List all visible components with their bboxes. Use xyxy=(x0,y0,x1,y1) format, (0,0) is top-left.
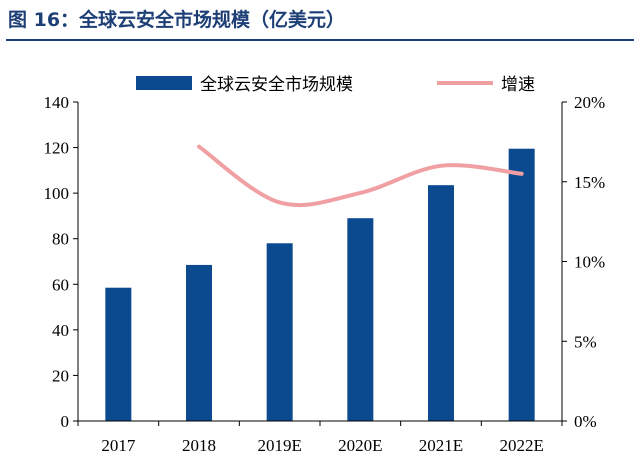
x-tick-label: 2022E xyxy=(499,436,543,455)
left-tick-label: 140 xyxy=(44,93,70,112)
legend: 全球云安全市场规模 增速 xyxy=(136,75,535,95)
axes: 0 20 40 60 80 100 120 140 0% 5% 10% 15% 20% 2017 2018 2… xyxy=(44,93,606,455)
x-tick-label: 2020E xyxy=(338,436,382,455)
x-tick-label: 2019E xyxy=(257,436,301,455)
right-tick-label: 15% xyxy=(574,173,605,192)
x-tick-label: 2018 xyxy=(182,436,216,455)
right-tick-label: 5% xyxy=(574,332,597,351)
bar-2017 xyxy=(105,287,132,421)
growth-line-series xyxy=(197,144,524,208)
left-tick-label: 60 xyxy=(52,275,69,294)
figure-title: 图 16：全球云安全市场规模（亿美元） xyxy=(8,9,346,31)
left-tick-label: 20 xyxy=(52,366,69,385)
bar-2018 xyxy=(186,264,212,421)
title-divider xyxy=(6,39,634,41)
legend-bar-swatch xyxy=(136,76,192,90)
left-tick-label: 80 xyxy=(52,230,69,249)
left-tick-label: 40 xyxy=(52,321,69,340)
right-tick-label: 20% xyxy=(574,93,605,112)
bar-series xyxy=(105,148,535,422)
left-tick-label: 100 xyxy=(44,184,70,203)
bar-2019E xyxy=(266,243,293,421)
x-tick-label: 2017 xyxy=(101,436,136,455)
legend-bar-label: 全球云安全市场规模 xyxy=(200,75,353,95)
growth-line xyxy=(197,144,524,208)
bar-2021E xyxy=(428,185,454,421)
left-tick-label: 120 xyxy=(44,139,70,158)
legend-line-label: 增速 xyxy=(501,75,535,95)
right-tick-label: 0% xyxy=(574,412,597,431)
bar-2022E xyxy=(508,148,535,422)
right-tick-label: 10% xyxy=(574,253,605,272)
x-tick-label: 2021E xyxy=(419,436,463,455)
left-tick-label: 0 xyxy=(61,412,70,431)
bar-2020E xyxy=(347,218,374,421)
